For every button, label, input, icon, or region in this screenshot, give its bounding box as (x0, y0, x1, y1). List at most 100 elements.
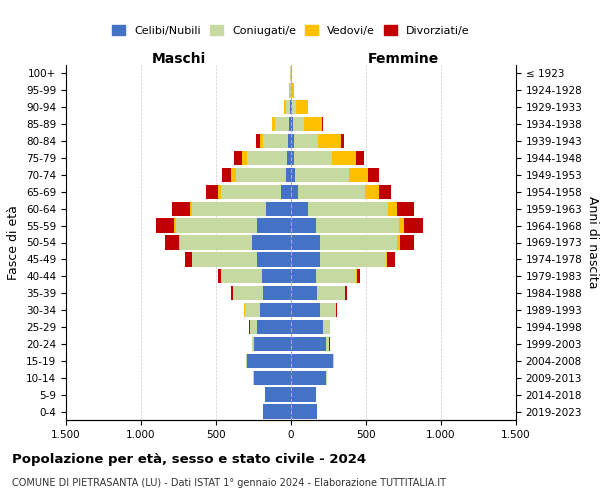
Bar (180, 236, 252, 250)
Bar (291, 336, 326, 351)
Bar (291, 404, 317, 418)
Bar (397, 236, 400, 250)
Bar (404, 218, 423, 233)
Bar (357, 269, 360, 283)
Bar (260, 303, 291, 318)
Bar (291, 236, 320, 250)
Bar (192, 202, 265, 216)
Bar (291, 134, 294, 148)
Bar (291, 286, 317, 300)
Bar (400, 236, 414, 250)
Bar (320, 252, 386, 266)
Bar (291, 151, 294, 165)
Bar (293, 117, 304, 132)
Bar (295, 168, 349, 182)
Bar (291, 117, 293, 132)
Y-axis label: Fasce di età: Fasce di età (7, 205, 20, 280)
Bar (294, 134, 318, 148)
Bar (291, 100, 292, 114)
Bar (326, 336, 329, 351)
Bar (317, 286, 345, 300)
Bar (221, 184, 281, 199)
Bar (192, 252, 257, 266)
Bar (260, 134, 263, 148)
Bar (320, 236, 397, 250)
Bar (287, 151, 291, 165)
Bar (246, 354, 247, 368)
Bar (291, 269, 316, 283)
Bar (254, 370, 291, 385)
Bar (257, 218, 291, 233)
Bar (289, 117, 291, 132)
Bar (254, 336, 291, 351)
Legend: Celibi/Nubili, Coniugati/e, Vedovi/e, Divorziati/e: Celibi/Nubili, Coniugati/e, Vedovi/e, Di… (108, 21, 474, 40)
Bar (172, 202, 190, 216)
Bar (291, 320, 323, 334)
Bar (231, 168, 236, 182)
Bar (320, 303, 336, 318)
Bar (221, 269, 262, 283)
Bar (265, 388, 291, 402)
Bar (316, 218, 399, 233)
Bar (291, 252, 320, 266)
Bar (236, 168, 286, 182)
Bar (252, 336, 254, 351)
Bar (218, 184, 221, 199)
Bar (271, 117, 272, 132)
Text: Maschi: Maschi (151, 52, 206, 66)
Y-axis label: Anni di nascita: Anni di nascita (586, 196, 599, 289)
Bar (298, 184, 365, 199)
Bar (291, 168, 295, 182)
Bar (291, 388, 316, 402)
Bar (176, 218, 257, 233)
Bar (233, 286, 263, 300)
Bar (257, 320, 291, 334)
Bar (265, 202, 291, 216)
Bar (286, 168, 291, 182)
Bar (256, 134, 260, 148)
Bar (368, 168, 379, 182)
Bar (291, 303, 320, 318)
Bar (291, 218, 316, 233)
Bar (292, 83, 295, 98)
Bar (174, 218, 176, 233)
Bar (291, 370, 326, 385)
Bar (387, 252, 395, 266)
Bar (296, 100, 308, 114)
Bar (386, 252, 387, 266)
Bar (257, 252, 291, 266)
Bar (263, 134, 288, 148)
Bar (365, 184, 379, 199)
Bar (247, 151, 287, 165)
Bar (346, 286, 347, 300)
Bar (250, 320, 257, 334)
Text: COMUNE DI PIETRASANTA (LU) - Dati ISTAT 1° gennaio 2024 - Elaborazione TUTTITALI: COMUNE DI PIETRASANTA (LU) - Dati ISTAT … (12, 478, 446, 488)
Bar (262, 269, 291, 283)
Bar (290, 100, 291, 114)
Bar (349, 168, 368, 182)
Bar (291, 184, 298, 199)
Bar (397, 202, 414, 216)
Bar (355, 151, 364, 165)
Bar (245, 303, 260, 318)
Text: Femmine: Femmine (368, 52, 439, 66)
Bar (291, 354, 333, 368)
Bar (263, 404, 291, 418)
Bar (284, 100, 286, 114)
Bar (331, 151, 355, 165)
Bar (291, 202, 308, 216)
Text: Popolazione per età, sesso e stato civile - 2024: Popolazione per età, sesso e stato civil… (12, 452, 366, 466)
Bar (323, 320, 330, 334)
Bar (179, 236, 180, 250)
Bar (205, 184, 218, 199)
Bar (388, 202, 397, 216)
Bar (322, 117, 323, 132)
Bar (356, 269, 357, 283)
Bar (234, 151, 242, 165)
Bar (156, 218, 174, 233)
Bar (294, 151, 331, 165)
Bar (318, 134, 341, 148)
Bar (288, 134, 291, 148)
Bar (222, 168, 231, 182)
Bar (292, 100, 296, 114)
